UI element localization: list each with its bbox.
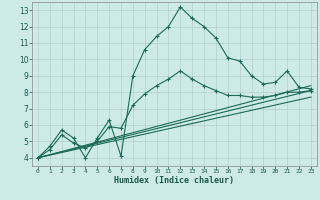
X-axis label: Humidex (Indice chaleur): Humidex (Indice chaleur): [115, 176, 234, 185]
